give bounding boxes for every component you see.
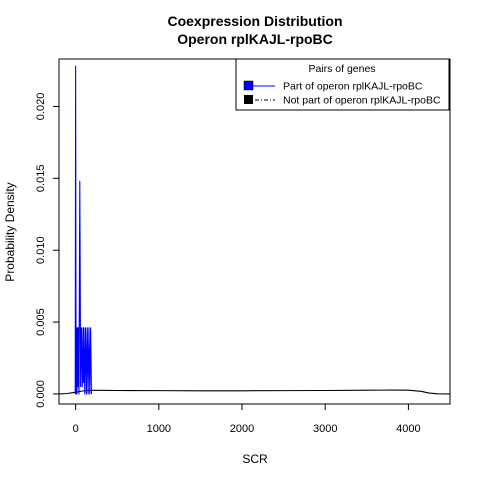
legend-swatch-not-part-of-operon: [244, 95, 253, 104]
x-tick-label: 0: [73, 423, 79, 435]
x-tick-label: 4000: [396, 423, 420, 435]
axes: 0 1000 2000 3000 4000 0.000 0.005 0.010 0.015 0.0…: [35, 58, 451, 435]
x-tick-label: 2000: [230, 423, 254, 435]
series-line-not-part-of-operon: [59, 389, 450, 395]
plot-frame: [58, 58, 451, 405]
x-tick-label: 3000: [313, 423, 337, 435]
legend-label-not-part-of-operon: Not part of operon rplKAJL-rpoBC: [283, 95, 441, 107]
chart-title-line-1: Coexpression Distribution: [167, 13, 342, 29]
legend-label-part-of-operon: Part of operon rplKAJL-rpoBC: [283, 81, 423, 93]
y-tick-label: 0.010: [35, 236, 47, 264]
y-tick-label: 0.005: [35, 308, 47, 336]
y-tick-label: 0.020: [35, 93, 47, 121]
chart-title-line-2: Operon rplKAJL-rpoBC: [177, 31, 333, 47]
x-axis-label: SCR: [242, 452, 268, 466]
y-tick-label: 0.015: [35, 165, 47, 193]
legend-box: [235, 58, 450, 111]
y-axis-label: Probability Density: [3, 182, 17, 281]
series-line-part-of-operon: [74, 65, 92, 395]
x-tick-label: 1000: [147, 423, 171, 435]
plot-area: [59, 65, 450, 395]
y-tick-label: 0.000: [35, 380, 47, 408]
legend-swatch-part-of-operon: [243, 80, 254, 91]
legend: Pairs of genes Part of operon rplKAJL-rp…: [235, 58, 450, 111]
legend-title: Pairs of genes: [308, 63, 375, 75]
